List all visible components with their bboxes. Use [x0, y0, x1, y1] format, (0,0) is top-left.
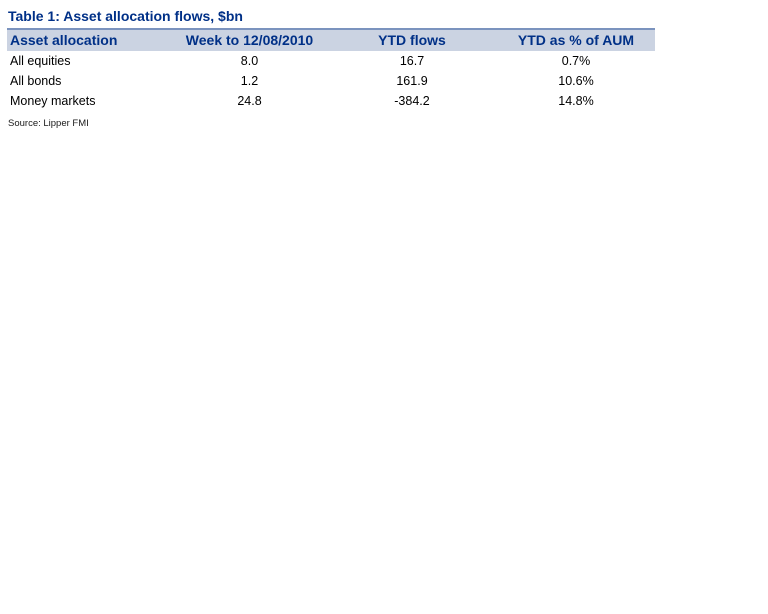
- asset-allocation-flows-table: Table 1: Asset allocation flows, $bn Ass…: [7, 7, 655, 130]
- ytd-pct-aum-value: 10.6%: [558, 74, 594, 88]
- table-row-money-markets: Money markets 24.8 -384.2 14.8%: [7, 91, 655, 111]
- ytd-pct-aum-value: 0.7%: [561, 54, 591, 68]
- row-label: Money markets: [10, 94, 96, 108]
- column-header-ytd-flows: YTD flows: [378, 32, 446, 48]
- row-label: All bonds: [10, 74, 62, 88]
- table-row-all-bonds: All bonds 1.2 161.9 10.6%: [7, 71, 655, 91]
- row-label: All equities: [10, 54, 71, 68]
- week-flow-value: 8.0: [240, 54, 259, 68]
- column-header-ytd-pct-aum: YTD as % of AUM: [517, 32, 635, 48]
- column-header-week: Week to 12/08/2010: [185, 32, 314, 48]
- week-flow-value: 1.2: [240, 74, 259, 88]
- ytd-flows-value: -384.2: [394, 94, 430, 108]
- source-note: Source: Lipper FMI: [8, 118, 89, 129]
- ytd-flows-value: 161.9: [396, 74, 428, 88]
- table-header-row: Asset allocation Week to 12/08/2010 YTD …: [7, 28, 655, 51]
- table-title: Table 1: Asset allocation flows, $bn: [8, 8, 243, 24]
- table-row-all-equities: All equities 8.0 16.7 0.7%: [7, 51, 655, 71]
- column-header-asset-allocation: Asset allocation: [10, 32, 118, 48]
- week-flow-value: 24.8: [237, 94, 262, 108]
- ytd-pct-aum-value: 14.8%: [558, 94, 594, 108]
- ytd-flows-value: 16.7: [399, 54, 425, 68]
